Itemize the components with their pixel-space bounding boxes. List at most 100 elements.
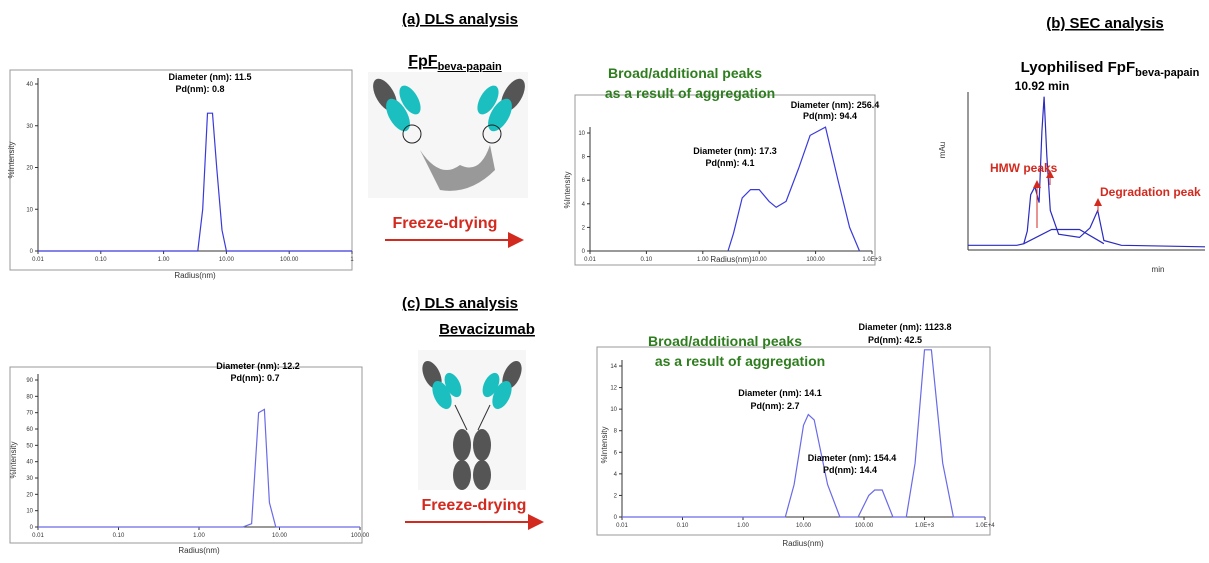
x-axis-label: Radius(nm) [178, 546, 220, 555]
plot-frame [574, 94, 876, 266]
data-line [622, 349, 985, 518]
arrow-label: Freeze-drying [393, 215, 498, 232]
data-line [1023, 228, 1105, 245]
y-axis-label: %Intensity [600, 427, 609, 464]
y-tick-label: 20 [26, 166, 33, 172]
annotation: Diameter (nm): 154.4 [808, 453, 897, 463]
x-tick-label: 1.00 [697, 257, 709, 263]
arrow-label: Freeze-drying [422, 497, 527, 514]
x-tick-label: 1.00 [158, 257, 170, 263]
y-tick-label: 30 [26, 124, 33, 130]
y-tick-label: 0 [30, 249, 34, 255]
y-tick-label: 20 [26, 492, 33, 498]
annotation: as a result of aggregation [605, 85, 775, 101]
y-tick-label: 0 [614, 515, 618, 521]
annotation: Pd(nm): 2.7 [750, 401, 799, 411]
x-tick-label: 0.01 [584, 257, 596, 263]
y-tick-label: 8 [614, 429, 618, 435]
sec-subscript: beva-papain [1135, 67, 1199, 79]
annotation: Diameter (nm): 12.2 [216, 361, 300, 371]
y-tick-label: 6 [614, 450, 618, 456]
x-tick-label: 0.10 [113, 533, 125, 539]
y-tick-label: 10 [26, 207, 33, 213]
y-tick-label: 12 [610, 386, 617, 392]
data-line [38, 112, 352, 252]
annotation: HMW peaks [990, 161, 1058, 175]
x-axis-label: min [1152, 265, 1165, 274]
annotation: Pd(nm): 0.7 [230, 373, 279, 383]
annotation: 10.92 min [1015, 79, 1070, 93]
heading: (a) DLS analysis [402, 11, 518, 28]
y-tick-label: 80 [26, 394, 33, 400]
y-axis-label: %Intensity [9, 442, 18, 479]
x-tick-label: 0.10 [95, 257, 107, 263]
y-tick-label: 60 [26, 427, 33, 433]
annotation: Pd(nm): 0.8 [175, 84, 224, 94]
x-tick-label: 100.00 [806, 257, 825, 263]
sample-subscript: beva-papain [438, 61, 502, 73]
y-tick-label: 70 [26, 411, 33, 417]
annotation: Degradation peak [1100, 185, 1201, 199]
y-axis-label: %Intensity [563, 172, 572, 209]
x-tick-label: 1.0E+3 [862, 257, 882, 263]
y-tick-label: 4 [614, 472, 618, 478]
x-tick-label: 1.0E+4 [975, 523, 995, 529]
y-tick-label: 90 [26, 378, 33, 384]
data-line [727, 126, 861, 252]
illustration [368, 72, 528, 198]
annotation: Broad/additional peaks [648, 333, 802, 349]
y-tick-label: 0 [30, 525, 34, 531]
y-tick-label: 10 [610, 407, 617, 413]
y-tick-label: 10 [578, 131, 585, 137]
x-tick-label: 1.00 [737, 523, 749, 529]
y-tick-label: 0 [582, 249, 586, 255]
x-tick-label: 0.10 [641, 257, 653, 263]
annotation: Diameter (nm): 256.4 [791, 100, 880, 110]
x-tick-label: 1 [350, 257, 354, 263]
sample-name: Bevacizumab [439, 321, 535, 338]
x-tick-label: 100.00 [280, 257, 299, 263]
y-tick-label: 2 [614, 493, 618, 499]
y-tick-label: 2 [582, 225, 586, 231]
x-axis-label: Radius(nm) [710, 255, 752, 264]
y-tick-label: 6 [582, 178, 586, 184]
illustration [418, 350, 526, 490]
x-tick-label: 0.01 [616, 523, 628, 529]
sec-title: Lyophilised FpF [1021, 59, 1135, 76]
y-tick-label: 50 [26, 443, 33, 449]
x-tick-label: 10.00 [219, 257, 235, 263]
annotation: Broad/additional peaks [608, 65, 762, 81]
x-tick-label: 10.00 [272, 533, 288, 539]
x-tick-label: 1.00 [193, 533, 205, 539]
x-axis-label: Radius(nm) [174, 271, 216, 280]
plot-frame [9, 366, 363, 544]
sample-name: FpFbeva-papain [408, 53, 502, 73]
x-tick-label: 10.00 [796, 523, 812, 529]
x-tick-label: 1.0E+3 [915, 523, 935, 529]
plot-frame [9, 69, 353, 271]
x-tick-label: 0.01 [32, 533, 44, 539]
heading: (b) SEC analysis [1046, 15, 1164, 32]
y-axis-label: mAu [938, 142, 947, 158]
x-tick-label: 100.00 [855, 523, 874, 529]
annotation: as a result of aggregation [655, 353, 825, 369]
x-tick-label: 0.01 [32, 257, 44, 263]
x-tick-label: 0.10 [677, 523, 689, 529]
y-tick-label: 40 [26, 82, 33, 88]
y-tick-label: 4 [582, 202, 586, 208]
heading: (c) DLS analysis [402, 295, 518, 312]
sample-name: FpF [408, 53, 438, 70]
y-tick-label: 10 [26, 509, 33, 515]
x-axis-label: Radius(nm) [782, 539, 824, 548]
y-tick-label: 14 [610, 364, 617, 370]
y-axis-label: %Intensity [7, 142, 16, 179]
annotation: Pd(nm): 94.4 [803, 111, 857, 121]
annotation: Pd(nm): 4.1 [705, 158, 754, 168]
sec-title: Lyophilised FpFbeva-papain [1021, 59, 1200, 79]
plot-frame [596, 346, 991, 536]
x-tick-label: 10.00 [752, 257, 768, 263]
data-line [38, 408, 360, 528]
y-tick-label: 8 [582, 155, 586, 161]
y-tick-label: 40 [26, 460, 33, 466]
